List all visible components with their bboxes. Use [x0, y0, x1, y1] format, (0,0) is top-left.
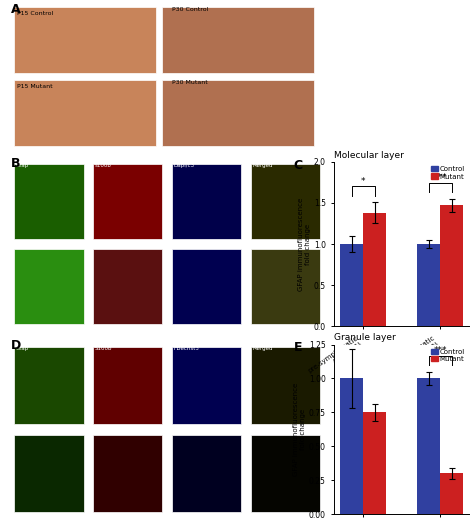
FancyBboxPatch shape	[93, 347, 163, 424]
Bar	[440, 205, 463, 326]
Y-axis label: GFAP immunofluorescence
fold change: GFAP immunofluorescence fold change	[298, 197, 311, 291]
FancyBboxPatch shape	[172, 163, 241, 239]
Text: Gfap: Gfap	[16, 163, 29, 168]
FancyBboxPatch shape	[163, 7, 314, 73]
Text: C: C	[293, 159, 303, 172]
FancyBboxPatch shape	[172, 250, 241, 325]
Bar	[440, 473, 463, 514]
FancyBboxPatch shape	[251, 347, 320, 424]
FancyBboxPatch shape	[14, 80, 156, 146]
Text: A: A	[11, 3, 21, 16]
FancyBboxPatch shape	[93, 250, 163, 325]
Legend: Control, Mutant: Control, Mutant	[430, 348, 466, 363]
FancyBboxPatch shape	[14, 347, 83, 424]
Text: Molecular layer: Molecular layer	[334, 151, 404, 160]
Text: Dapi/c3: Dapi/c3	[173, 163, 194, 168]
Text: Gfap: Gfap	[16, 346, 29, 351]
FancyBboxPatch shape	[172, 347, 241, 424]
FancyBboxPatch shape	[251, 250, 320, 325]
Text: Merged: Merged	[252, 346, 273, 351]
Text: ***: ***	[433, 346, 447, 355]
FancyBboxPatch shape	[163, 80, 314, 146]
Bar	[340, 244, 364, 326]
Text: Hoechst3: Hoechst3	[173, 346, 199, 351]
Text: P30 Control: P30 Control	[172, 7, 208, 12]
Text: D: D	[11, 339, 21, 352]
Text: s100b: s100b	[95, 163, 111, 168]
Text: S100b: S100b	[95, 346, 112, 351]
Bar	[364, 213, 386, 326]
FancyBboxPatch shape	[93, 163, 163, 239]
FancyBboxPatch shape	[14, 250, 83, 325]
Text: P15 Control: P15 Control	[18, 11, 54, 16]
Text: P30 Mutant: P30 Mutant	[172, 80, 208, 85]
Text: Granule layer: Granule layer	[334, 334, 396, 342]
FancyBboxPatch shape	[172, 435, 241, 512]
Text: E: E	[293, 341, 302, 354]
FancyBboxPatch shape	[93, 435, 163, 512]
FancyBboxPatch shape	[14, 163, 83, 239]
Text: B: B	[11, 157, 20, 170]
Legend: Control, Mutant: Control, Mutant	[430, 165, 466, 180]
FancyBboxPatch shape	[14, 7, 156, 73]
Bar	[364, 412, 386, 514]
Y-axis label: GFAP immunofluorescence
fold change: GFAP immunofluorescence fold change	[293, 383, 306, 476]
FancyBboxPatch shape	[251, 163, 320, 239]
Text: ***: ***	[433, 173, 447, 182]
Text: P15 Mutant: P15 Mutant	[18, 85, 53, 89]
FancyBboxPatch shape	[251, 435, 320, 512]
FancyBboxPatch shape	[14, 435, 83, 512]
Text: *: *	[361, 176, 365, 186]
Bar	[417, 244, 440, 326]
Text: Merged: Merged	[252, 163, 273, 168]
Bar	[340, 378, 364, 514]
Bar	[417, 378, 440, 514]
